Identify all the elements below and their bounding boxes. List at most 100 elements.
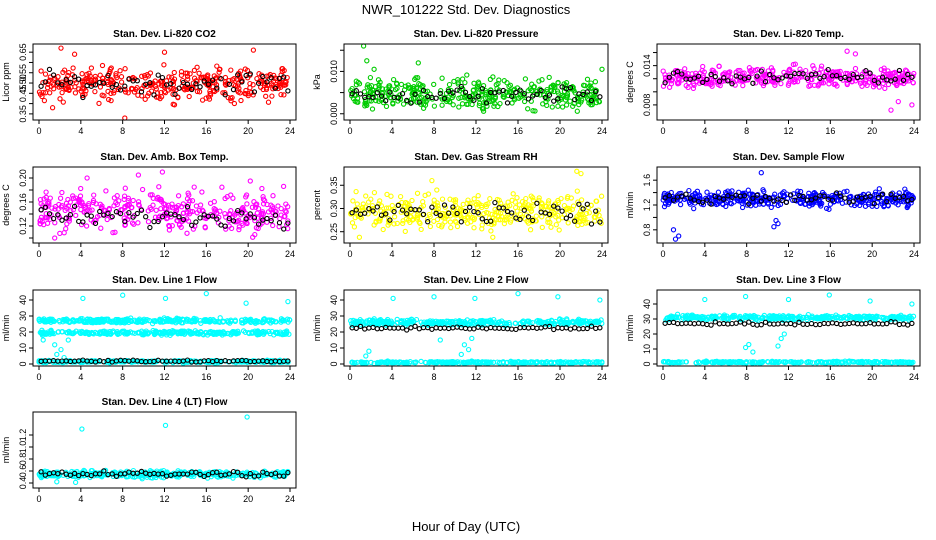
x-tick-label: 20 [243, 249, 253, 259]
data-point [439, 102, 445, 108]
data-point [148, 88, 155, 94]
data-point [728, 201, 735, 207]
data-point [240, 328, 247, 334]
x-tick-label: 12 [471, 249, 481, 259]
data-point [763, 74, 769, 80]
data-point [432, 359, 438, 365]
data-point [730, 359, 736, 365]
y-tick-label: 0 [329, 361, 339, 366]
hourly-mean-point [168, 211, 174, 217]
data-point [135, 92, 141, 98]
hourly-mean-point [746, 319, 752, 325]
hourly-mean-point [454, 87, 460, 93]
data-point [598, 317, 604, 323]
data-point [705, 314, 711, 320]
data-point [247, 80, 253, 87]
hourly-mean-point [425, 324, 431, 331]
hourly-mean-point [509, 210, 515, 216]
data-point [865, 358, 872, 365]
data-point [447, 196, 453, 202]
hourly-mean-point [674, 320, 681, 327]
hourly-mean-point [193, 219, 199, 225]
data-point [683, 359, 689, 365]
data-point [191, 184, 197, 190]
data-point [485, 201, 491, 207]
outlier-point [888, 107, 894, 113]
figure-x-label: Hour of Day (UTC) [412, 519, 520, 534]
data-point [106, 358, 112, 364]
hourly-mean-point [370, 208, 376, 214]
data-point [83, 223, 90, 229]
data-point [349, 220, 356, 226]
data-point [807, 82, 814, 89]
data-point [270, 78, 277, 85]
data-point [580, 320, 586, 326]
data-point [73, 195, 79, 201]
data-point [90, 199, 96, 206]
data-point [224, 330, 230, 337]
data-point [66, 218, 72, 224]
outlier-point [364, 58, 370, 64]
data-point [582, 215, 588, 222]
outlier-point [458, 351, 464, 358]
hourly-mean-point [725, 321, 731, 327]
data-point [414, 99, 420, 105]
data-point [722, 359, 729, 365]
outlier-point [360, 43, 367, 49]
data-point [260, 201, 267, 207]
data-point [470, 214, 476, 221]
panel-3: Stan. Dev. Li-820 Temp.0 4 8 12 16 20 240.0080… [625, 29, 921, 136]
data-point [362, 100, 368, 106]
data-point [141, 72, 148, 79]
outlier-point [472, 295, 478, 302]
data-point [879, 314, 885, 321]
data-point [472, 318, 478, 325]
data-point [114, 319, 120, 325]
hourly-mean-point [420, 211, 427, 218]
data-point [73, 212, 79, 219]
hourly-mean-point [488, 218, 494, 224]
y-tick-label: 30 [18, 311, 28, 321]
hourly-mean-point [875, 194, 882, 201]
y-tick-label: 0.20 [18, 169, 28, 187]
data-point [90, 197, 97, 204]
data-point [704, 317, 710, 323]
x-tick-label: 8 [431, 249, 436, 259]
hourly-mean-point [395, 325, 401, 331]
hourly-mean-point [437, 325, 443, 331]
y-axis-label: Licor ppm [1, 62, 11, 102]
hourly-mean-point [235, 207, 241, 214]
data-point [458, 94, 464, 101]
data-point [798, 359, 804, 365]
data-point [238, 97, 244, 104]
hourly-mean-point [59, 217, 65, 223]
data-point [96, 330, 103, 337]
data-point [43, 211, 49, 217]
hourly-mean-point [683, 191, 689, 197]
data-point [37, 318, 43, 324]
hourly-mean-point [222, 92, 228, 98]
data-point [556, 227, 562, 233]
data-point [525, 106, 531, 112]
data-point [882, 85, 888, 92]
hourly-mean-point [383, 211, 389, 217]
x-tick-label: 12 [159, 126, 169, 136]
data-point [816, 359, 822, 365]
data-point [775, 359, 781, 366]
hourly-mean-point [888, 78, 894, 84]
data-point [176, 318, 183, 325]
hourly-mean-point [214, 85, 220, 91]
hourly-mean-point [762, 79, 769, 85]
data-point [519, 199, 526, 205]
data-point [844, 80, 850, 86]
hourly-mean-point [126, 210, 132, 216]
hourly-mean-point [433, 95, 439, 101]
outlier-point [159, 169, 166, 175]
data-point [431, 81, 437, 88]
data-point [544, 89, 550, 95]
data-point [187, 331, 194, 337]
data-point [39, 332, 46, 338]
data-point [862, 313, 868, 319]
hourly-mean-point [534, 91, 540, 97]
data-point [753, 360, 759, 366]
